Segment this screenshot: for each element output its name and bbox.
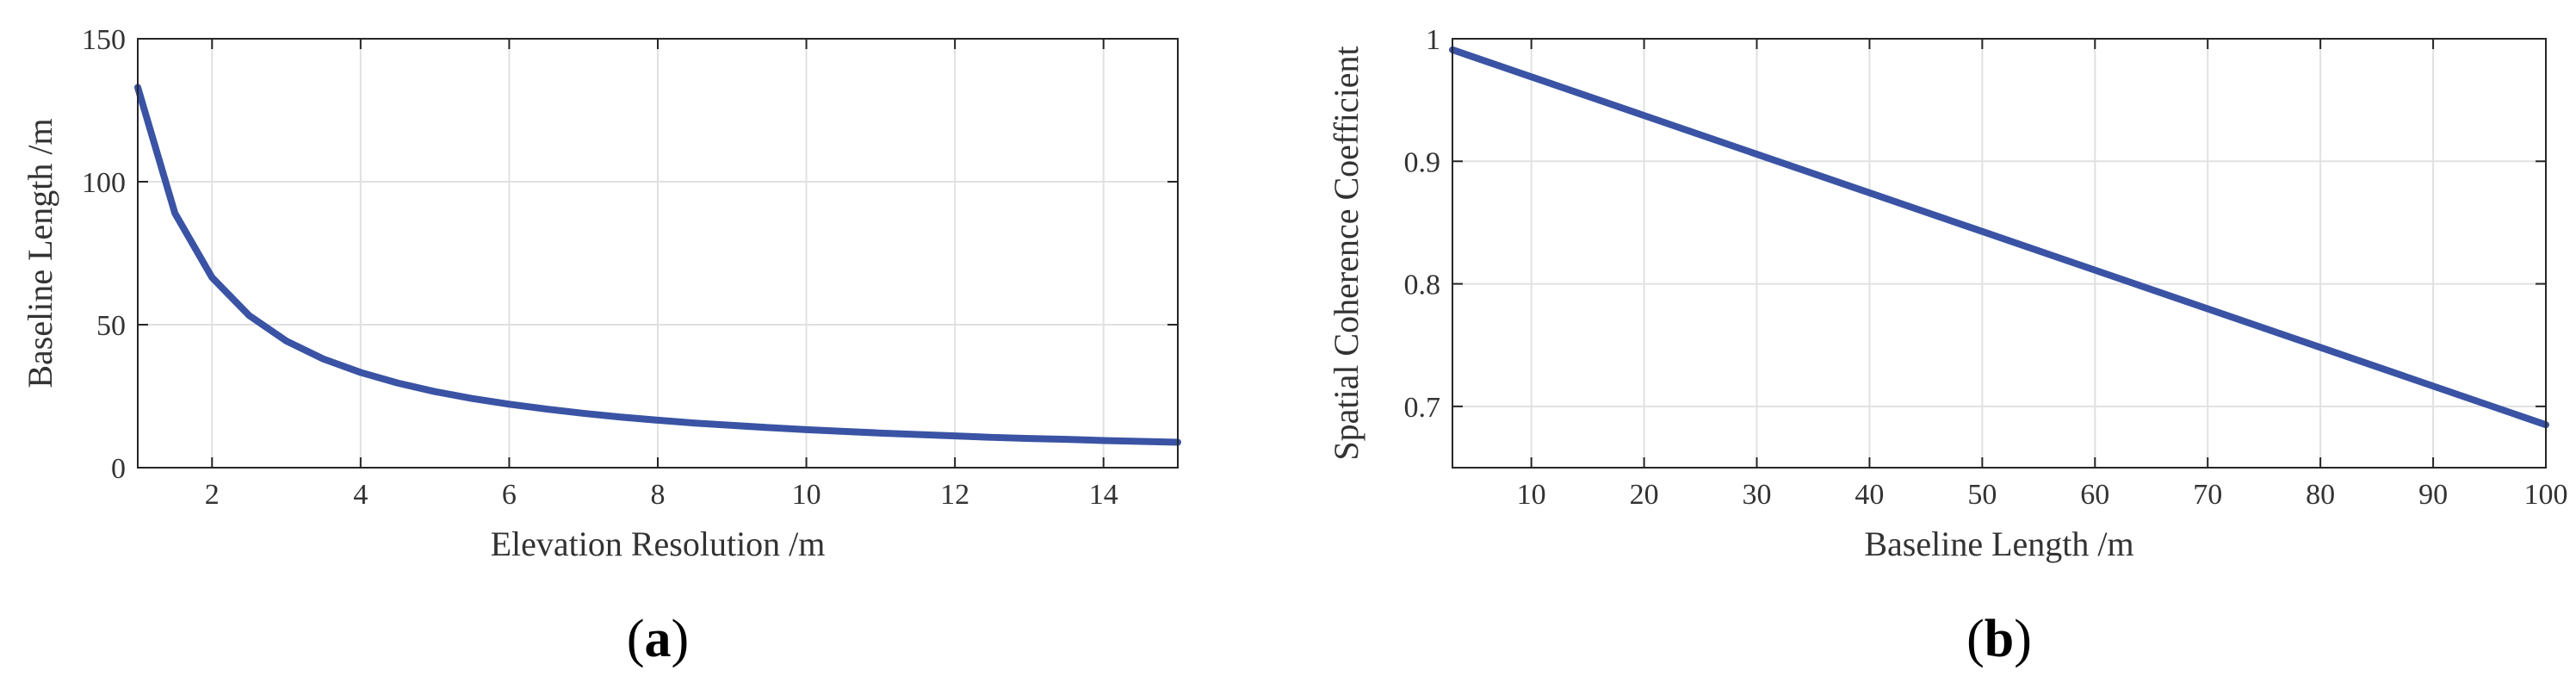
y-tick-label: 0 — [111, 453, 126, 485]
y-tick-label: 0.7 — [1404, 392, 1441, 424]
y-tick-label: 0.8 — [1404, 270, 1441, 301]
x-tick-label: 40 — [1855, 479, 1884, 511]
x-tick-label: 60 — [2080, 479, 2109, 511]
series-layer-a — [134, 84, 1181, 446]
grid-lines-a — [138, 38, 1178, 469]
x-tick-label: 6 — [502, 479, 517, 511]
series-layer-b — [1449, 46, 2549, 429]
chart-panel-b: 10 20 30 40 50 60 70 80 90 100 0.7 0.8 0.9 1 Baseline… — [1327, 24, 2568, 668]
series-line-b — [1449, 46, 2549, 429]
y-axis-label-b: Spatial Coherence Coefficient — [1327, 46, 1365, 460]
x-tick-label: 4 — [353, 479, 368, 511]
panel-letter-b: b — [1985, 610, 2014, 668]
panel-letter-a: a — [645, 610, 672, 668]
y-tick-label: 150 — [82, 24, 126, 56]
x-tick-label: 80 — [2306, 479, 2335, 511]
x-tick-label: 30 — [1743, 479, 1772, 511]
x-tick-label: 2 — [205, 479, 220, 511]
x-tick-label: 20 — [1630, 479, 1659, 511]
x-axis-label-a: Elevation Resolution /m — [491, 525, 826, 563]
y-tick-label: 0.9 — [1404, 146, 1441, 178]
panel-label-b: (b) — [1966, 610, 2032, 668]
x-tick-label: 8 — [651, 479, 666, 511]
y-axis-label-a: Baseline Length /m — [21, 118, 59, 388]
panel-label-a: (a) — [627, 610, 689, 668]
x-tick-label: 90 — [2418, 479, 2448, 511]
x-tick-label: 14 — [1089, 479, 1118, 511]
y-tick-label: 1 — [1426, 24, 1440, 56]
chart-panel-a: 2 4 6 8 10 12 14 0 50 100 150 Elevation Resolution… — [21, 24, 1181, 668]
grid-lines-b — [1452, 38, 2547, 468]
y-tick-label: 100 — [82, 167, 126, 199]
x-tick-label: 100 — [2524, 479, 2568, 511]
y-tick-label: 50 — [96, 310, 126, 342]
x-tick-label: 10 — [792, 479, 821, 511]
x-tick-label: 10 — [1517, 479, 1546, 511]
plot-frame-b — [1452, 38, 2547, 469]
x-axis-label-b: Baseline Length /m — [1864, 525, 2133, 563]
series-line-a — [134, 84, 1181, 446]
x-tick-label: 50 — [1967, 479, 1997, 511]
axis-ticks-b: 10 20 30 40 50 60 70 80 90 100 0.7 0.8 0.9 1 — [1404, 24, 2568, 511]
x-tick-label: 12 — [940, 479, 969, 511]
x-tick-label: 70 — [2193, 479, 2222, 511]
axis-ticks-a: 2 4 6 8 10 12 14 0 50 100 150 — [82, 24, 1178, 511]
